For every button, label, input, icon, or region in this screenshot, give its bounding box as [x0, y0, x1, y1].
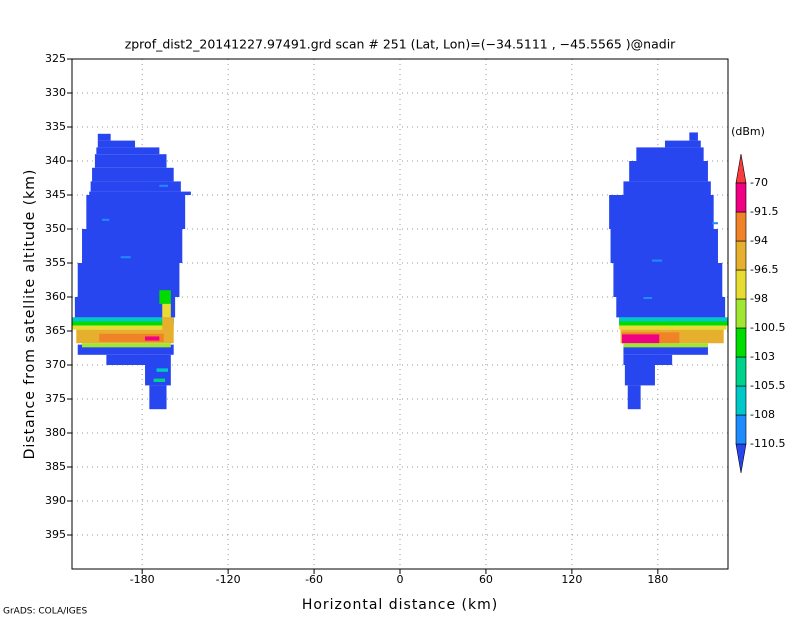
cell — [643, 297, 653, 300]
colorbar-under — [735, 443, 747, 474]
cell — [102, 218, 110, 221]
cell — [96, 147, 160, 155]
y-tick-label: 380 — [45, 426, 66, 439]
cell — [627, 385, 641, 410]
cell — [619, 321, 728, 326]
x-tick-label: 120 — [561, 573, 582, 586]
cell — [622, 334, 660, 344]
y-tick-label: 395 — [45, 528, 66, 541]
cell — [97, 133, 111, 141]
cell — [162, 303, 171, 318]
y-tick-label: 355 — [45, 256, 66, 269]
y-tick-label: 385 — [45, 460, 66, 473]
colorbar-box — [735, 182, 747, 213]
colorbar-tick-label: -96.5 — [750, 263, 778, 276]
cell — [82, 229, 183, 263]
y-tick-label: 330 — [45, 86, 66, 99]
cell — [106, 354, 171, 365]
cell — [664, 140, 701, 148]
cell — [92, 167, 174, 182]
cell — [629, 161, 708, 182]
cell — [156, 368, 168, 372]
chart-title: zprof_dist2_20141227.97491.grd scan # 25… — [125, 37, 676, 52]
cell — [619, 317, 728, 322]
cell — [153, 378, 166, 382]
colorbar-over — [735, 153, 747, 184]
y-tick-label: 325 — [45, 52, 66, 65]
cell — [623, 354, 673, 365]
y-tick-label: 390 — [45, 494, 66, 507]
cell — [99, 333, 164, 342]
colorbar-tick-label: -91.5 — [750, 205, 778, 218]
colorbar-tick-label: -110.5 — [750, 437, 785, 450]
cell — [610, 229, 718, 263]
cell — [623, 344, 708, 355]
cell — [162, 317, 174, 331]
colorbar-box — [735, 385, 747, 416]
colorbar-box — [735, 356, 747, 387]
cell — [689, 132, 698, 141]
cell — [623, 181, 711, 195]
cell — [72, 321, 174, 326]
y-tick-label: 345 — [45, 188, 66, 201]
colorbar-tick-label: -100.5 — [750, 321, 785, 334]
cell — [652, 259, 663, 262]
cell — [609, 195, 714, 229]
y-tick-label: 350 — [45, 222, 66, 235]
cell — [74, 297, 176, 318]
cell — [623, 343, 708, 348]
y-tick-label: 335 — [45, 120, 66, 133]
x-tick-label: 60 — [479, 573, 493, 586]
colorbar-tick-label: -108 — [750, 408, 775, 421]
colorbar-box — [735, 211, 747, 242]
cell — [97, 140, 136, 148]
colorbar-box — [735, 327, 747, 358]
cell — [90, 181, 181, 192]
cell — [145, 365, 171, 386]
cell — [712, 222, 718, 225]
y-tick-label: 340 — [45, 154, 66, 167]
cell — [72, 325, 174, 330]
cell — [120, 256, 131, 259]
colorbar-box — [735, 240, 747, 271]
colorbar-label: (dBm) — [731, 125, 765, 138]
cell — [94, 154, 167, 168]
cell — [145, 336, 160, 341]
cell — [86, 195, 186, 229]
cell — [613, 263, 723, 297]
cell — [149, 385, 167, 410]
cell — [82, 343, 171, 348]
footer: GrADS: COLA/IGES — [3, 607, 87, 617]
cell — [89, 191, 191, 195]
cell — [159, 184, 168, 187]
x-tick-label: -60 — [305, 573, 323, 586]
cell — [619, 325, 727, 330]
cell — [616, 297, 726, 318]
colorbar-tick-label: -70 — [750, 176, 768, 189]
cell — [72, 317, 174, 322]
cell — [624, 365, 655, 386]
colorbar-tick-label: -105.5 — [750, 379, 785, 392]
cell — [77, 344, 174, 355]
colorbar-box — [735, 269, 747, 300]
colorbar-box — [735, 414, 747, 445]
cell — [159, 290, 171, 304]
colorbar-tick-label: -98 — [750, 292, 768, 305]
x-tick-label: -120 — [216, 573, 241, 586]
cell — [636, 147, 704, 161]
x-tick-label: 0 — [397, 573, 404, 586]
y-tick-label: 365 — [45, 324, 66, 337]
x-tick-label: 180 — [647, 573, 668, 586]
x-axis-label: Horizontal distance (km) — [302, 597, 498, 613]
y-axis-label: Distance from satellite altitude (km) — [22, 169, 38, 460]
colorbar-tick-label: -94 — [750, 234, 768, 247]
y-tick-label: 370 — [45, 358, 66, 371]
colorbar-tick-label: -103 — [750, 350, 775, 363]
x-tick-label: -180 — [130, 573, 155, 586]
y-tick-label: 375 — [45, 392, 66, 405]
y-tick-label: 360 — [45, 290, 66, 303]
colorbar-box — [735, 298, 747, 329]
